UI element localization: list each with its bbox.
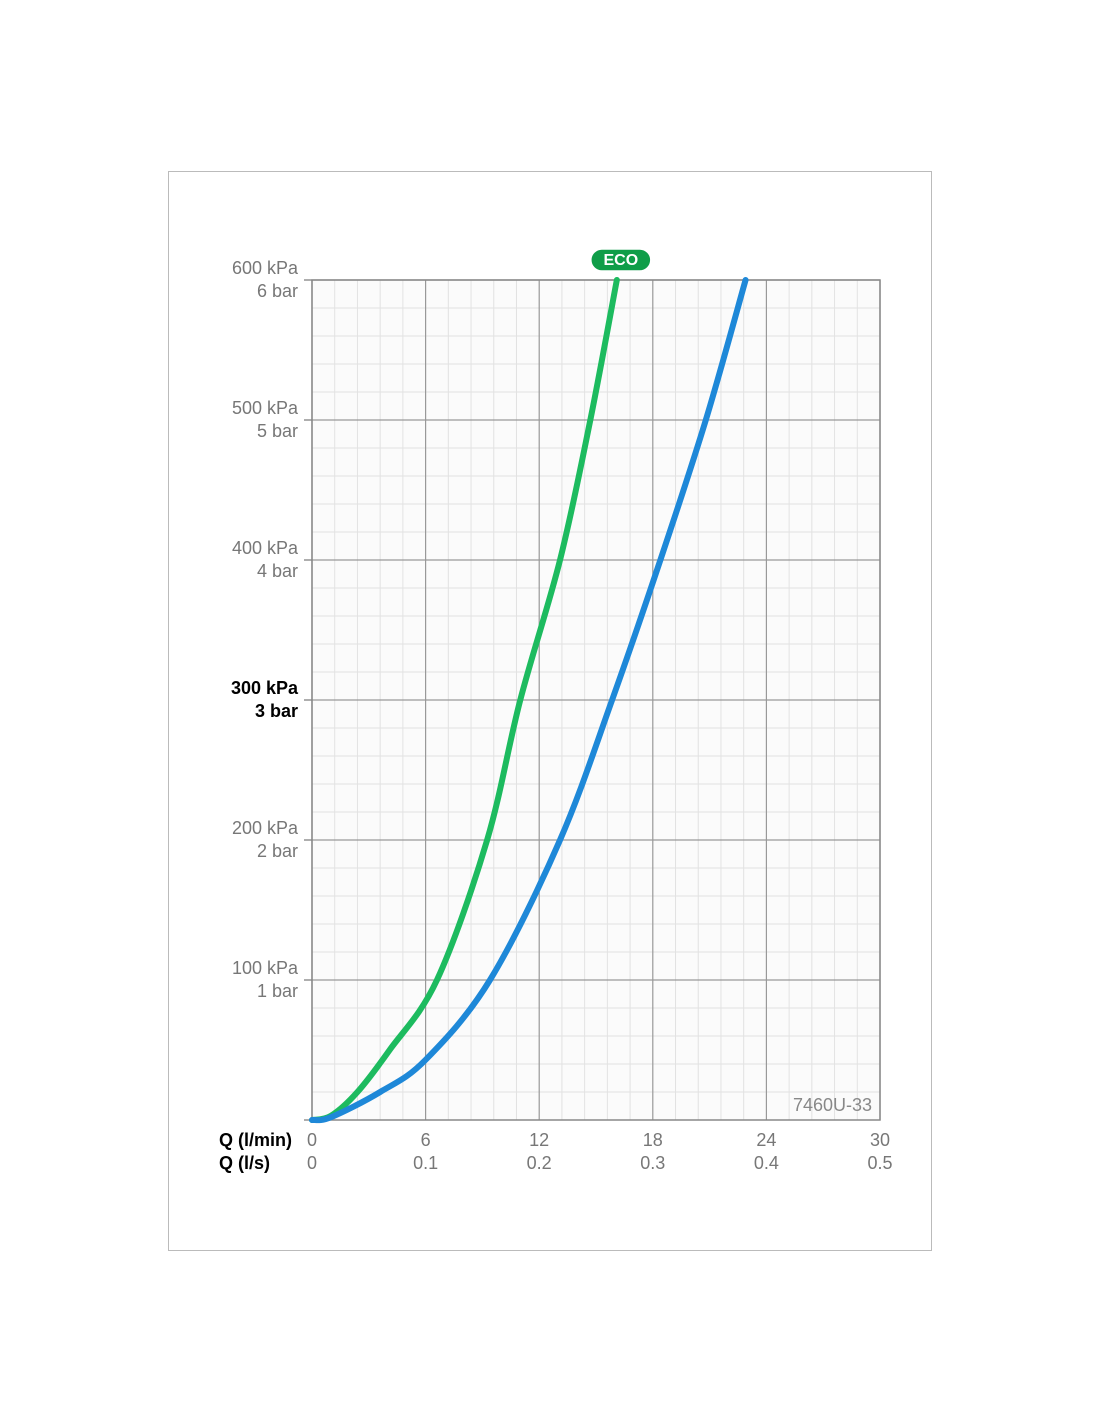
annotation: 7460U-33 — [793, 1095, 872, 1115]
x-axis-label: Q (l/min) — [219, 1130, 292, 1150]
x-tick-label: 12 — [529, 1130, 549, 1150]
x-tick-label: 18 — [643, 1130, 663, 1150]
y2-tick-label: 5 bar — [257, 421, 298, 441]
x-tick-label: 6 — [421, 1130, 431, 1150]
y-tick-label: 600 kPa — [232, 258, 299, 278]
curve — [309, 277, 749, 1124]
x2-tick-label: 0.4 — [754, 1153, 779, 1173]
curve — [309, 277, 620, 1123]
y2-tick-label: 3 bar — [255, 701, 298, 721]
x2-tick-label: 0.5 — [867, 1153, 892, 1173]
x2-tick-label: 0 — [307, 1153, 317, 1173]
y2-tick-label: 4 bar — [257, 561, 298, 581]
x2-axis-label: Q (l/s) — [219, 1153, 270, 1173]
x-tick-label: 0 — [307, 1130, 317, 1150]
y2-tick-label: 2 bar — [257, 841, 298, 861]
x2-tick-label: 0.2 — [527, 1153, 552, 1173]
y2-tick-label: 1 bar — [257, 981, 298, 1001]
x-tick-label: 24 — [756, 1130, 776, 1150]
x2-tick-label: 0.3 — [640, 1153, 665, 1173]
grid — [311, 279, 881, 1120]
y-tick-label: 500 kPa — [232, 398, 299, 418]
y-tick-label: 300 kPa — [231, 678, 299, 698]
eco-badge — [590, 248, 652, 272]
y2-tick-label: 6 bar — [257, 281, 298, 301]
y-tick-label: 400 kPa — [232, 538, 299, 558]
y-tick-label: 100 kPa — [232, 958, 299, 978]
eco-label: ECO — [603, 252, 638, 269]
x2-tick-label: 0.1 — [413, 1153, 438, 1173]
y-tick-label: 200 kPa — [232, 818, 299, 838]
plot-border — [311, 279, 881, 1121]
x-tick-label: 30 — [870, 1130, 890, 1150]
